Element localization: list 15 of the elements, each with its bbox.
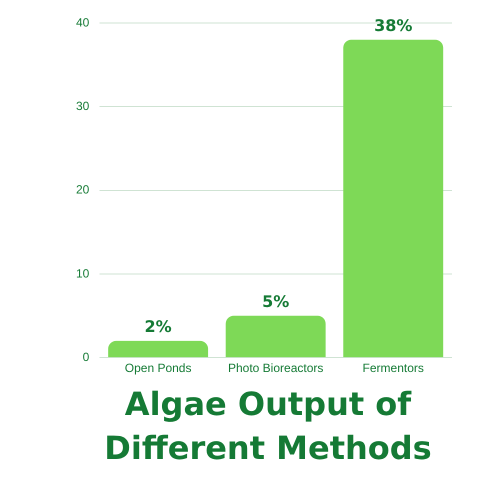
data-label: 38% [374,16,412,35]
x-tick-label: Fermentors [362,361,424,376]
text: Algae Output of Different Methods [103,384,433,469]
bar [343,40,444,358]
bar [108,340,208,358]
data-label: 5% [262,292,290,311]
data-label: 2% [144,317,172,336]
y-tick-label: 40 [76,15,90,30]
y-tick-label: 0 [82,350,90,364]
y-tick-label: 30 [76,98,90,113]
bar [226,316,326,358]
y-tick-label: 20 [76,182,90,197]
x-tick-label: Open Ponds [124,361,192,376]
y-tick-label: 10 [76,266,90,280]
x-tick-label: Photo Bioreactors [228,361,324,376]
